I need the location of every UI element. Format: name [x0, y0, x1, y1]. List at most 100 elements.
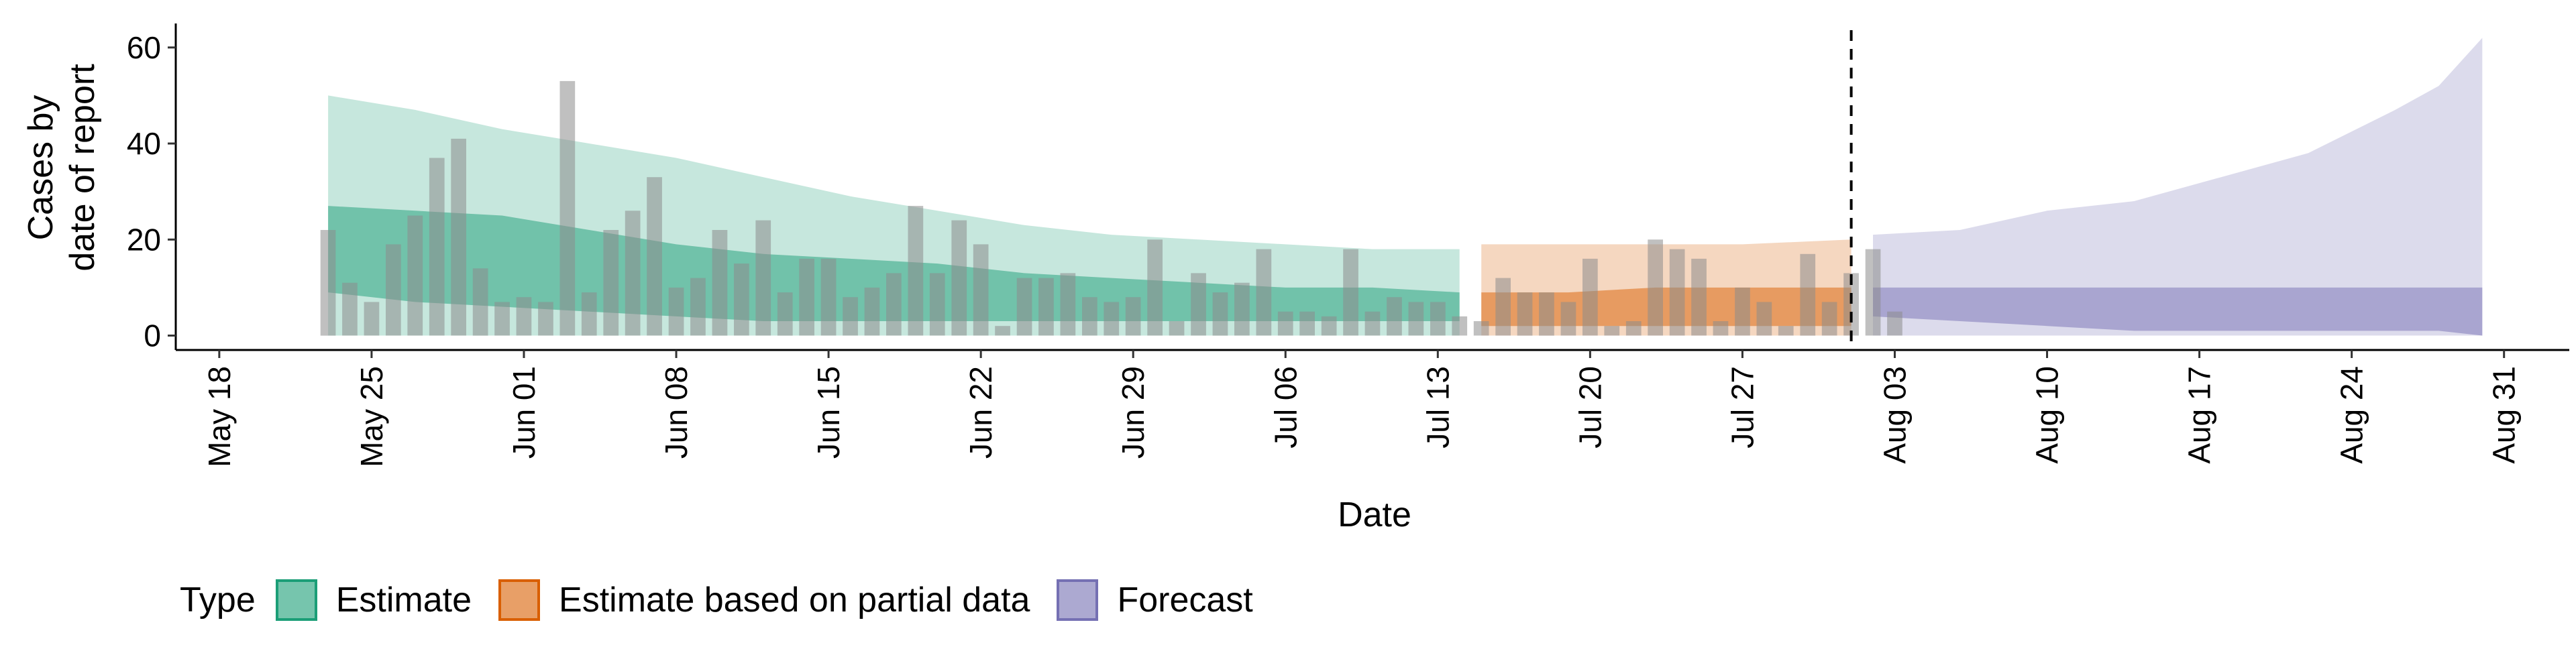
case-bar	[1778, 326, 1794, 336]
case-bar	[1735, 287, 1750, 336]
case-bar	[1125, 297, 1141, 336]
case-bar	[1038, 278, 1054, 336]
case-bar	[1560, 302, 1576, 336]
legend-key-estimate	[275, 579, 317, 621]
x-tick-label: May 18	[202, 366, 237, 467]
case-bar	[1648, 239, 1663, 336]
case-bar	[1669, 249, 1685, 336]
case-bar	[951, 220, 967, 336]
x-tick-label: Jul 20	[1572, 366, 1607, 449]
case-bar	[1321, 316, 1337, 336]
case-bar	[1147, 239, 1163, 336]
x-tick-label: Jul 27	[1725, 366, 1760, 449]
x-tick-label: Aug 10	[2030, 366, 2065, 464]
case-bar	[1582, 258, 1598, 336]
case-bar	[1343, 249, 1358, 336]
x-tick-label: Jun 15	[811, 366, 846, 459]
y-axis-title-line-2: date of report	[63, 64, 102, 272]
case-bar	[1364, 311, 1381, 336]
y-tick-label: 40	[127, 126, 161, 161]
case-bar	[386, 244, 401, 336]
x-axis-title: Date	[1338, 495, 1411, 534]
case-bar	[429, 158, 445, 336]
case-bar	[320, 230, 336, 336]
case-bar	[973, 244, 989, 336]
case-bar	[581, 292, 597, 336]
legend: Type Estimate Estimate based on partial …	[180, 573, 1280, 627]
case-bar	[472, 268, 488, 336]
case-bar	[451, 138, 466, 336]
inner-band-series-3	[1873, 287, 2483, 336]
case-bar	[1408, 302, 1424, 336]
case-bar	[625, 211, 641, 336]
case-bar	[1104, 302, 1120, 336]
x-tick-label: Jun 01	[506, 366, 541, 459]
axes: 0 20 40 60 May 18 May 25 Jun 01 Jun 08 Jun 15 Jun…	[127, 23, 2569, 467]
case-bar	[494, 302, 510, 336]
x-tick-label: Aug 31	[2487, 366, 2522, 464]
case-bar	[843, 297, 858, 336]
case-bar	[1539, 292, 1554, 336]
case-bar	[820, 258, 837, 336]
case-bar	[1169, 321, 1185, 336]
case-bar	[1473, 321, 1489, 336]
x-tick-label: Jun 22	[963, 366, 998, 459]
legend-label-forecast: Forecast	[1117, 581, 1253, 620]
y-axis-title-line-1: Cases by	[21, 95, 60, 241]
case-bar	[1691, 258, 1707, 336]
x-tick-label: Jul 13	[1420, 366, 1455, 449]
y-tick-label: 20	[127, 222, 161, 257]
case-bar	[538, 302, 553, 336]
case-bar	[668, 287, 684, 336]
x-tick-label: Jun 08	[659, 366, 694, 459]
case-bar	[1212, 292, 1228, 336]
legend-key-partial	[498, 579, 541, 621]
case-bar	[1256, 249, 1272, 336]
case-bar	[407, 215, 423, 336]
case-bar	[690, 278, 706, 336]
case-bar	[1452, 316, 1468, 336]
x-tick-label: Jul 06	[1268, 366, 1303, 449]
case-bar	[1887, 311, 1902, 336]
case-bar	[1387, 297, 1402, 336]
legend-label-estimate: Estimate	[335, 581, 472, 620]
case-bar	[1756, 302, 1772, 336]
case-bar	[1865, 249, 1881, 336]
case-bar	[712, 230, 728, 336]
case-bar	[1800, 253, 1816, 336]
y-tick-label: 60	[127, 30, 161, 65]
case-bar	[1430, 302, 1446, 336]
case-bar	[755, 220, 771, 336]
case-bar	[364, 302, 380, 336]
x-tick-label: Aug 17	[2182, 366, 2217, 464]
case-bar	[886, 273, 902, 336]
case-bar	[1604, 326, 1620, 336]
case-bar	[559, 80, 576, 336]
inner-band-series-2	[1481, 287, 1851, 327]
case-bar	[799, 258, 814, 336]
legend-title: Type	[180, 581, 256, 620]
legend-label-partial: Estimate based on partial data	[559, 581, 1030, 620]
case-bar	[647, 177, 662, 336]
case-bar	[1821, 302, 1837, 336]
legend-key-forecast	[1057, 579, 1099, 621]
case-bar	[1277, 311, 1293, 336]
case-bar	[1299, 311, 1315, 336]
case-bar	[1843, 273, 1859, 336]
case-bar	[1060, 273, 1076, 336]
case-bar	[995, 326, 1010, 336]
case-bar	[603, 230, 619, 336]
x-tick-label: Aug 24	[2334, 366, 2369, 464]
x-tick-label: Aug 03	[1878, 366, 1913, 464]
y-tick-label: 0	[144, 318, 161, 353]
case-bar	[516, 297, 532, 336]
reported-case-bars	[320, 80, 1902, 336]
case-bar	[1517, 292, 1533, 336]
case-bar	[1016, 278, 1032, 336]
x-tick-label: May 25	[354, 366, 389, 467]
case-bar	[1191, 273, 1206, 336]
case-bar	[908, 206, 924, 336]
case-bar	[929, 273, 945, 336]
case-bar	[1713, 321, 1729, 336]
